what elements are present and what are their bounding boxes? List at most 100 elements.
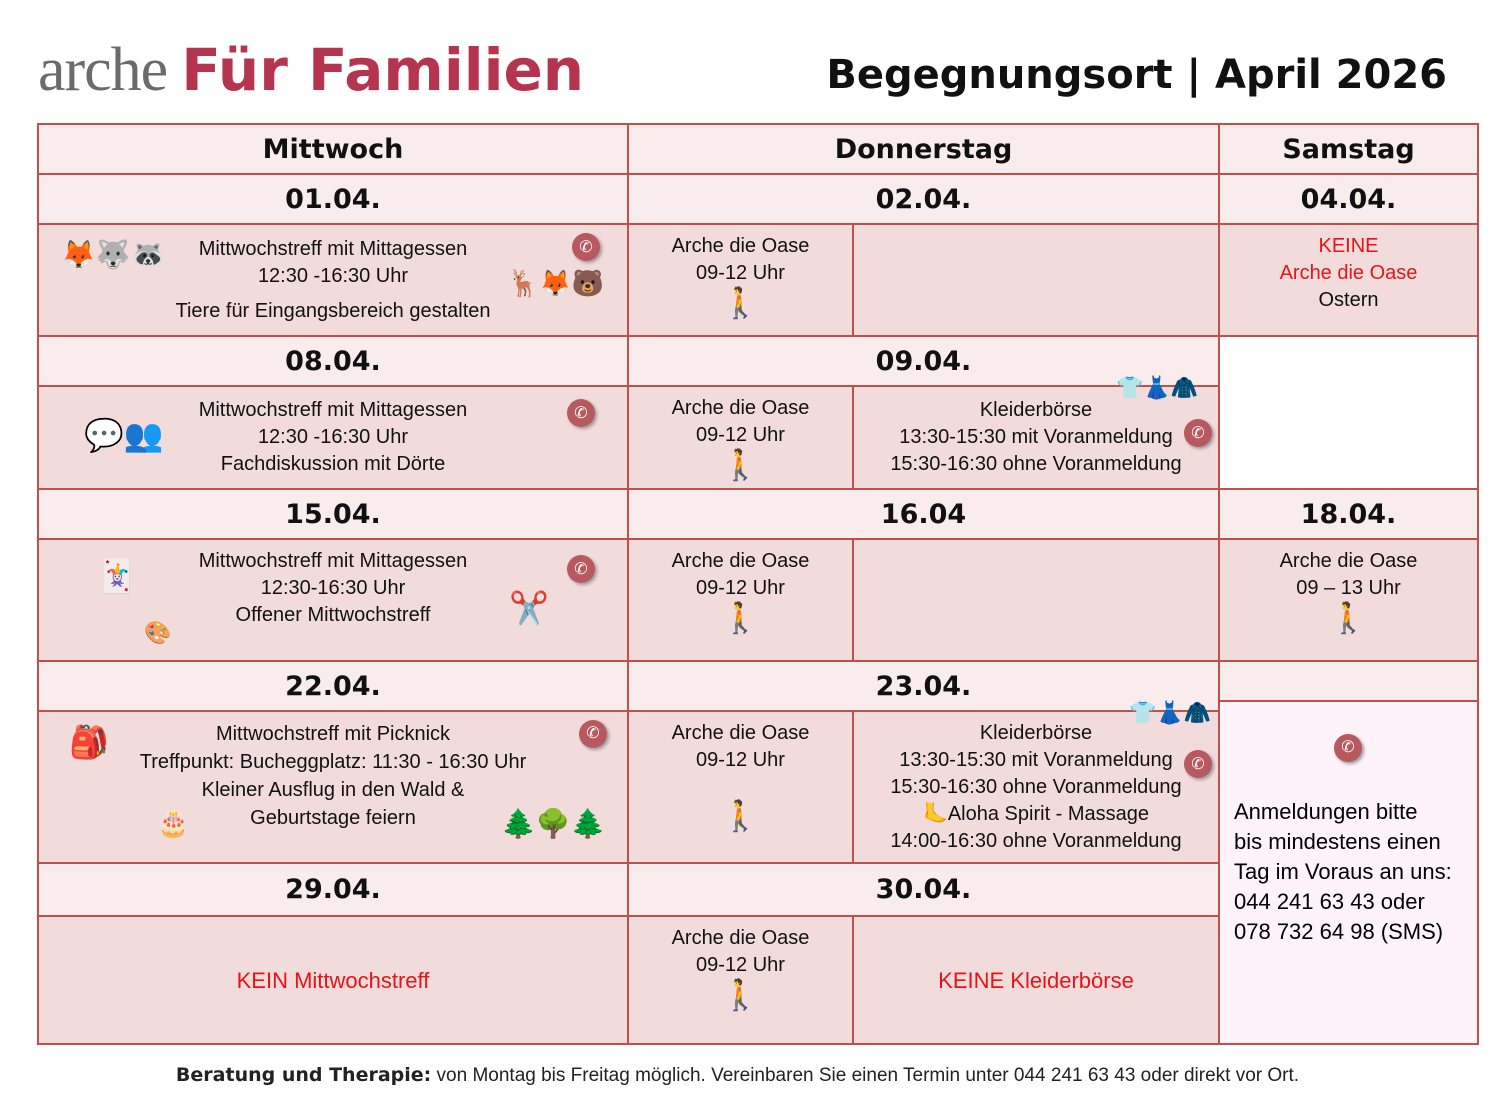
oase-cell: Arche die Oase 09 – 13 Uhr 🚶 — [1218, 538, 1479, 662]
event-desc: Tiere für Eingangsbereich gestalten — [175, 299, 491, 322]
cancelled-cell: KEIN Mittwochstreff — [37, 915, 629, 1045]
page-title: Begegnungsort | April 2026 — [826, 52, 1447, 98]
kleider-title: Kleiderbörse — [979, 399, 1093, 421]
backpack-icon: 🎒 — [69, 724, 109, 760]
clothes-icon: 👕👗🧥 — [1116, 375, 1199, 400]
kleider-time2: 15:30-16:30 ohne Voranmeldung — [890, 776, 1182, 798]
day-header-wednesday: Mittwoch — [37, 123, 629, 175]
event-desc: Offener Mittwochstreff — [235, 604, 431, 626]
walking-icon: 🚶 — [721, 602, 760, 635]
empty-cell — [1218, 660, 1479, 702]
date-cell: 01.04. — [37, 173, 629, 225]
event-cell: Mittwochstreff mit Mittagessen 12:30 -16:… — [37, 223, 629, 337]
date-cell: 04.04. — [1218, 173, 1479, 225]
date-cell: 22.04. — [37, 660, 629, 712]
cards-icon: 🃏 — [97, 558, 137, 594]
kleider-title: Kleiderbörse — [979, 722, 1093, 744]
closed-reason: Ostern — [1318, 289, 1379, 311]
animals-icon: 🦊🐺🦝 — [61, 239, 166, 270]
event-title: Mittwochstreff mit Mittagessen — [198, 237, 468, 260]
oase-time: 09-12 Uhr — [696, 749, 785, 771]
event-time: 12:30-16:30 Uhr — [260, 577, 406, 599]
day-header-saturday: Samstag — [1218, 123, 1479, 175]
info-sms: 078 732 64 98 (SMS) — [1234, 919, 1444, 944]
oase-time: 09-12 Uhr — [696, 262, 785, 284]
kleider-time1: 13:30-15:30 mit Voranmeldung — [899, 749, 1173, 771]
info-line: Tag im Voraus an uns: — [1234, 859, 1452, 884]
phone-icon[interactable]: ✆ — [579, 720, 607, 748]
event-title: Mittwochstreff mit Picknick — [215, 723, 451, 745]
event-cell: Mittwochstreff mit Mittagessen 12:30-16:3… — [37, 538, 629, 662]
footer-text: von Montag bis Freitag möglich. Vereinba… — [431, 1065, 1300, 1086]
kleider-time1: 13:30-15:30 mit Voranmeldung — [899, 426, 1173, 448]
oase-time: 09-12 Uhr — [696, 424, 785, 446]
palette-icon: 🎨 — [144, 620, 172, 645]
event-title: Mittwochstreff mit Mittagessen — [198, 550, 468, 572]
oase-title: Arche die Oase — [671, 927, 810, 949]
empty-cell — [852, 538, 1220, 662]
animals-icon: 🦌🦊🐻 — [507, 268, 605, 298]
empty-cell — [1218, 335, 1479, 490]
aloha-time: 14:00-16:30 ohne Voranmeldung — [890, 830, 1182, 852]
walking-icon: 🚶 — [721, 979, 760, 1012]
info-line: bis mindestens einen — [1234, 829, 1441, 854]
phone-icon[interactable]: ✆ — [567, 399, 595, 427]
logo-part2: Für Familien — [181, 36, 585, 104]
event-desc: Kleiner Ausflug in den Wald & — [201, 779, 465, 801]
event-cell: Mittwochstreff mit Mittagessen 12:30 -16:… — [37, 385, 629, 490]
phone-icon[interactable]: ✆ — [1334, 734, 1362, 762]
phone-icon[interactable]: ✆ — [1184, 750, 1212, 778]
closed-label: KEINE — [1318, 235, 1379, 257]
oase-title: Arche die Oase — [671, 235, 810, 257]
walking-icon: 🚶 — [721, 449, 760, 482]
cancelled-cell: KEINE Kleiderbörse — [852, 915, 1220, 1045]
event-title: Mittwochstreff mit Mittagessen — [198, 399, 468, 421]
phone-icon[interactable]: ✆ — [1184, 419, 1212, 447]
oase-time: 09-12 Uhr — [696, 577, 785, 599]
empty-cell — [852, 223, 1220, 337]
date-cell: 02.04. — [627, 173, 1220, 225]
crafts-icon: ✂️ — [509, 590, 549, 626]
speech-bubbles-icon: 💬👥 — [84, 417, 164, 453]
oase-title: Arche die Oase — [671, 397, 810, 419]
walking-icon: 🚶 — [1329, 602, 1368, 635]
info-phone: 044 241 63 43 oder — [1234, 889, 1425, 914]
footer-label: Beratung und Therapie: — [175, 1064, 432, 1086]
oase-cell: Arche die Oase 09-12 Uhr 🚶 — [627, 223, 854, 337]
closed-oase: Arche die Oase — [1279, 262, 1418, 284]
day-header-thursday: Donnerstag — [627, 123, 1220, 175]
footer: Beratung und Therapie: von Montag bis Fr… — [0, 1064, 1475, 1087]
foot-icon: 🦶 — [922, 803, 948, 825]
walking-icon: 🚶 — [721, 287, 760, 320]
oase-time: 09 – 13 Uhr — [1296, 577, 1401, 599]
event-time: 12:30 -16:30 Uhr — [257, 426, 409, 448]
event-time: 12:30 -16:30 Uhr — [257, 264, 409, 287]
event-cell: Mittwochstreff mit Picknick Treffpunkt: B… — [37, 710, 629, 864]
event-location: Treffpunkt: Bucheggplatz: 11:30 - 16:30 … — [139, 751, 527, 773]
aloha-title: Aloha Spirit - Massage — [947, 803, 1150, 825]
oase-title: Arche die Oase — [671, 550, 810, 572]
phone-icon[interactable]: ✆ — [572, 233, 600, 261]
clothes-icon: 👕👗🧥 — [1129, 700, 1212, 725]
oase-cell: Arche die Oase 09-12 Uhr 🚶 — [627, 538, 854, 662]
registration-info: ✆ Anmeldungen bitte bis mindestens einen… — [1218, 700, 1479, 1045]
oase-cell: Arche die Oase 09-12 Uhr 🚶 — [627, 915, 854, 1045]
event-desc: Fachdiskussion mit Dörte — [220, 453, 446, 475]
date-cell: 18.04. — [1218, 488, 1479, 540]
oase-time: 09-12 Uhr — [696, 954, 785, 976]
date-cell: 16.04 — [627, 488, 1220, 540]
event-desc: Geburtstage feiern — [250, 807, 416, 829]
logo: arche Für Familien — [38, 30, 584, 110]
oase-title: Arche die Oase — [1279, 550, 1418, 572]
saturday-cell: KEINE Arche die Oase Ostern — [1218, 223, 1479, 337]
walking-icon: 🚶 — [721, 800, 760, 833]
oase-title: Arche die Oase — [671, 722, 810, 744]
date-cell: 30.04. — [627, 862, 1220, 917]
kleider-time2: 15:30-16:30 ohne Voranmeldung — [890, 453, 1182, 475]
kleider-cell: Kleiderbörse 13:30-15:30 mit Voranmeldung… — [852, 700, 1220, 864]
oase-cell: Arche die Oase 09-12 Uhr 🚶 — [627, 710, 854, 864]
phone-icon[interactable]: ✆ — [567, 555, 595, 583]
date-cell: 08.04. — [37, 335, 629, 387]
cake-icon: 🎂 — [157, 808, 190, 838]
kleider-cell: Kleiderbörse 13:30-15:30 mit Voranmeldung… — [852, 375, 1220, 490]
